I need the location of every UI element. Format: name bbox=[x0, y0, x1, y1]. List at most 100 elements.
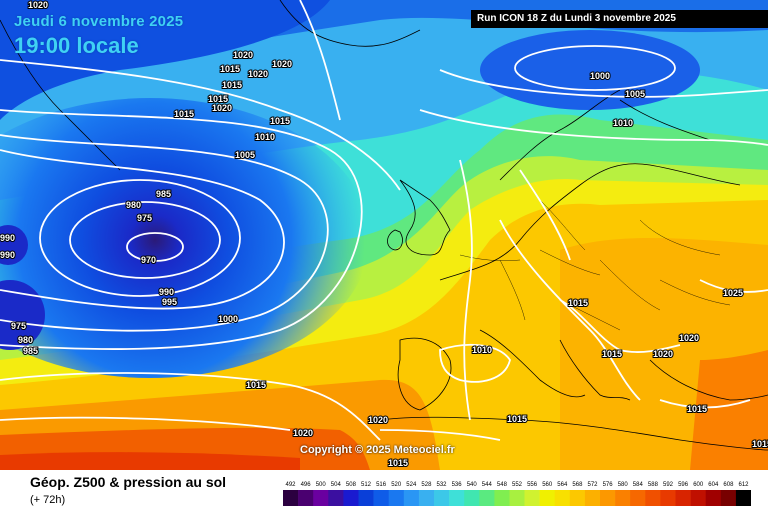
legend-swatch bbox=[313, 490, 329, 506]
isobar-label: 1015 bbox=[507, 414, 527, 424]
legend-swatch bbox=[600, 490, 616, 506]
legend-value: 564 bbox=[557, 482, 568, 488]
legend-swatch bbox=[630, 490, 646, 506]
legend-swatch bbox=[524, 490, 540, 506]
legend-swatch bbox=[569, 490, 586, 506]
z500-arctic-low bbox=[480, 30, 700, 110]
legend-value: 496 bbox=[301, 482, 312, 488]
z500-north-trough bbox=[0, 0, 330, 120]
isobar-label: 1015 bbox=[602, 349, 622, 359]
isobar-label: 1020 bbox=[653, 349, 673, 359]
legend-swatch bbox=[720, 490, 737, 506]
isobar-label: 1015 bbox=[220, 64, 240, 74]
legend-swatch bbox=[645, 490, 661, 506]
isobar-label: 1010 bbox=[255, 132, 275, 142]
isobar-label: 985 bbox=[156, 189, 171, 199]
legend-value: 532 bbox=[436, 482, 447, 488]
model-run-label: Run ICON 18 Z du Lundi 3 novembre 2025 bbox=[471, 10, 768, 28]
legend-value: 604 bbox=[708, 482, 719, 488]
isobar-label: 1010 bbox=[613, 118, 633, 128]
isobar-label: 1020 bbox=[28, 0, 48, 10]
legend-value: 520 bbox=[391, 482, 402, 488]
legend-swatch bbox=[735, 490, 751, 506]
legend-value: 528 bbox=[421, 482, 432, 488]
legend-value: 580 bbox=[618, 482, 629, 488]
isobar-label: 980 bbox=[126, 200, 141, 210]
isobar-label: 1005 bbox=[235, 150, 255, 160]
z500-west-low-2 bbox=[0, 225, 28, 265]
legend-value: 508 bbox=[346, 482, 357, 488]
isobar-label: 1025 bbox=[723, 288, 743, 298]
z500-band-dark-orange-se bbox=[690, 350, 768, 470]
isobar-label: 1005 bbox=[625, 89, 645, 99]
isobar-label: 1015 bbox=[568, 298, 588, 308]
legend-value: 584 bbox=[633, 482, 644, 488]
legend-swatch bbox=[298, 490, 314, 506]
isobar-label: 1020 bbox=[368, 415, 388, 425]
legend-value: 524 bbox=[406, 482, 417, 488]
forecast-time: 19:00 locale bbox=[14, 33, 139, 58]
isobar-label: 990 bbox=[0, 250, 15, 260]
legend-swatch bbox=[584, 490, 601, 506]
z500-band-red bbox=[0, 452, 300, 470]
isobar-label: 990 bbox=[0, 233, 15, 243]
isobar-label: 1020 bbox=[248, 69, 268, 79]
isobars bbox=[0, 0, 768, 441]
field-title: Géop. Z500 & pression au sol bbox=[30, 474, 227, 490]
legend-value: 544 bbox=[482, 482, 493, 488]
legend-swatch bbox=[358, 490, 374, 506]
legend-value: 548 bbox=[497, 482, 508, 488]
legend-swatch bbox=[418, 490, 435, 506]
lead-time: (+ 72h) bbox=[30, 494, 66, 506]
legend-value: 592 bbox=[663, 482, 674, 488]
isobar-label: 1000 bbox=[590, 71, 610, 81]
legend-swatch bbox=[554, 490, 571, 506]
color-scale-legend: 492 496 500 504 508 512 516 520 524 528 532 536 540 5… bbox=[283, 482, 751, 506]
legend-swatch bbox=[615, 490, 631, 506]
legend-value: 608 bbox=[723, 482, 734, 488]
legend-value: 552 bbox=[512, 482, 523, 488]
isobar-label: 1000 bbox=[218, 314, 238, 324]
legend-value: 492 bbox=[285, 482, 296, 488]
isobar-label: 985 bbox=[23, 346, 38, 356]
isobar-labels: 970 975 980 985 990 995 1000 1005 1010 1… bbox=[0, 0, 768, 469]
legend-swatch bbox=[373, 490, 389, 506]
legend-value: 500 bbox=[316, 482, 327, 488]
legend-value: 560 bbox=[542, 482, 553, 488]
legend-swatch bbox=[675, 490, 691, 506]
isobar-label: 975 bbox=[11, 321, 26, 331]
legend-swatch bbox=[494, 490, 510, 506]
legend-swatch bbox=[328, 490, 344, 506]
legend-swatch bbox=[449, 490, 465, 506]
legend-swatch bbox=[539, 490, 555, 506]
legend-value: 588 bbox=[648, 482, 659, 488]
country-borders bbox=[459, 199, 731, 331]
isobar-label: 1015 bbox=[270, 116, 290, 126]
isobar-label: 1020 bbox=[233, 50, 253, 60]
isobar-label: 1015 bbox=[174, 109, 194, 119]
isobar-label: 1015 bbox=[222, 80, 242, 90]
forecast-map: 970 975 980 985 990 995 1000 1005 1010 1… bbox=[0, 0, 768, 470]
copyright: Copyright © 2025 Meteociel.fr bbox=[300, 444, 455, 456]
isobar-label: 1020 bbox=[293, 428, 313, 438]
legend-value: 572 bbox=[587, 482, 598, 488]
isobar-label: 1015 bbox=[752, 439, 768, 449]
footer-bar: Géop. Z500 & pression au sol (+ 72h) 492… bbox=[0, 470, 768, 512]
legend-swatch bbox=[690, 490, 706, 506]
isobar-label: 990 bbox=[159, 287, 174, 297]
legend-value: 536 bbox=[452, 482, 463, 488]
isobar-label: 995 bbox=[162, 297, 177, 307]
isobar-label: 1010 bbox=[472, 345, 492, 355]
z500-west-low bbox=[0, 280, 45, 350]
legend-value: 516 bbox=[376, 482, 387, 488]
isobar-label: 1015 bbox=[687, 404, 707, 414]
legend-value: 540 bbox=[467, 482, 478, 488]
isobar-label: 1020 bbox=[212, 103, 232, 113]
forecast-date: Jeudi 6 novembre 2025 bbox=[14, 13, 184, 30]
legend-value: 596 bbox=[678, 482, 689, 488]
isobar-label: 970 bbox=[141, 255, 156, 265]
coastlines bbox=[0, 0, 768, 451]
legend-value: 512 bbox=[361, 482, 372, 488]
isobar-label: 975 bbox=[137, 213, 152, 223]
isobar-label: 1015 bbox=[388, 458, 408, 468]
